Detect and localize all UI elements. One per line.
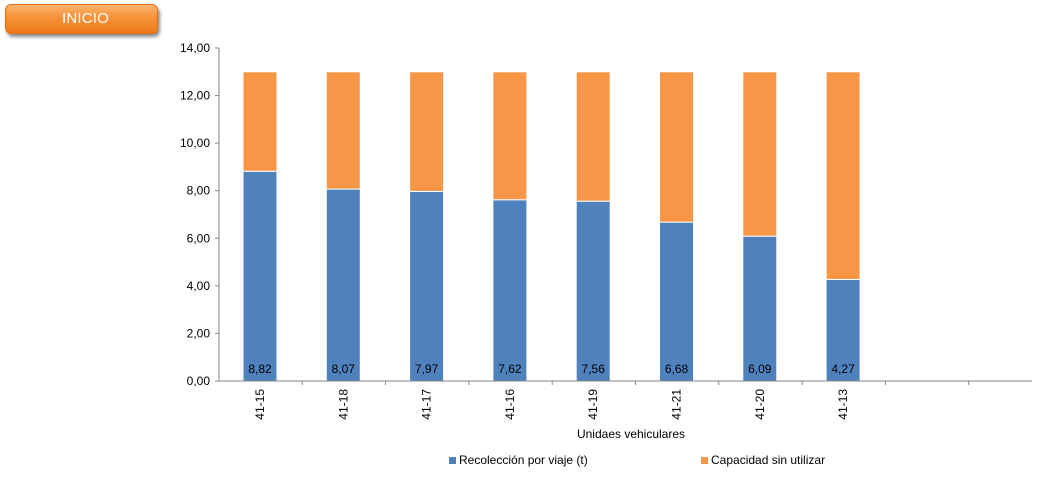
data-label: 8,07 xyxy=(332,362,356,376)
x-tick-label: 41-16 xyxy=(503,389,517,420)
bar-capacidad xyxy=(325,71,361,190)
y-tick-label: 8,00 xyxy=(187,184,211,198)
inicio-button[interactable]: INICIO xyxy=(5,4,158,34)
data-label: 7,62 xyxy=(498,362,522,376)
data-label: 8,82 xyxy=(248,362,272,376)
bar-capacidad xyxy=(659,71,694,223)
bar-capacidad xyxy=(409,71,445,192)
bar-capacidad xyxy=(575,71,611,202)
bar-capacidad xyxy=(242,71,278,172)
x-tick-label: 41-20 xyxy=(753,389,767,420)
legend-swatch-recoleccion xyxy=(449,457,456,464)
x-tick-label: 41-17 xyxy=(420,389,434,420)
bar-recoleccion xyxy=(659,221,694,382)
data-label: 6,09 xyxy=(748,362,772,376)
data-label: 4,27 xyxy=(831,362,855,376)
x-tick-label: 41-15 xyxy=(253,389,267,420)
x-tick-label: 41-18 xyxy=(336,389,350,420)
x-tick-label: 41-13 xyxy=(836,389,850,420)
bar-recoleccion xyxy=(325,188,361,382)
data-label: 6,68 xyxy=(665,362,689,376)
x-tick-label: 41-21 xyxy=(670,389,684,420)
y-tick-label: 14,00 xyxy=(180,41,210,55)
data-label: 7,56 xyxy=(582,362,606,376)
bar-capacidad xyxy=(492,71,528,201)
bar-recoleccion xyxy=(742,235,778,382)
bar-capacidad xyxy=(742,71,778,237)
bar-recoleccion xyxy=(575,200,611,382)
inicio-button-label: INICIO xyxy=(62,10,110,27)
bar-capacidad xyxy=(825,71,861,280)
y-tick-label: 10,00 xyxy=(180,136,210,150)
y-tick-label: 6,00 xyxy=(187,231,211,245)
x-axis-title: Unidaes vehiculares xyxy=(577,427,685,441)
y-tick-label: 12,00 xyxy=(180,89,210,103)
bar-recoleccion xyxy=(242,170,278,382)
data-label: 7,97 xyxy=(415,362,439,376)
x-tick-label: 41-19 xyxy=(586,389,600,420)
legend-label-recoleccion: Recolección por viaje (t) xyxy=(459,453,588,467)
bar-recoleccion xyxy=(492,199,528,382)
bar-recoleccion xyxy=(409,190,445,382)
y-tick-label: 2,00 xyxy=(187,326,211,340)
legend-label-capacidad: Capacidad sin utilizar xyxy=(711,453,825,467)
y-tick-label: 0,00 xyxy=(187,374,211,388)
y-tick-label: 4,00 xyxy=(187,279,211,293)
legend-swatch-capacidad xyxy=(701,457,708,464)
